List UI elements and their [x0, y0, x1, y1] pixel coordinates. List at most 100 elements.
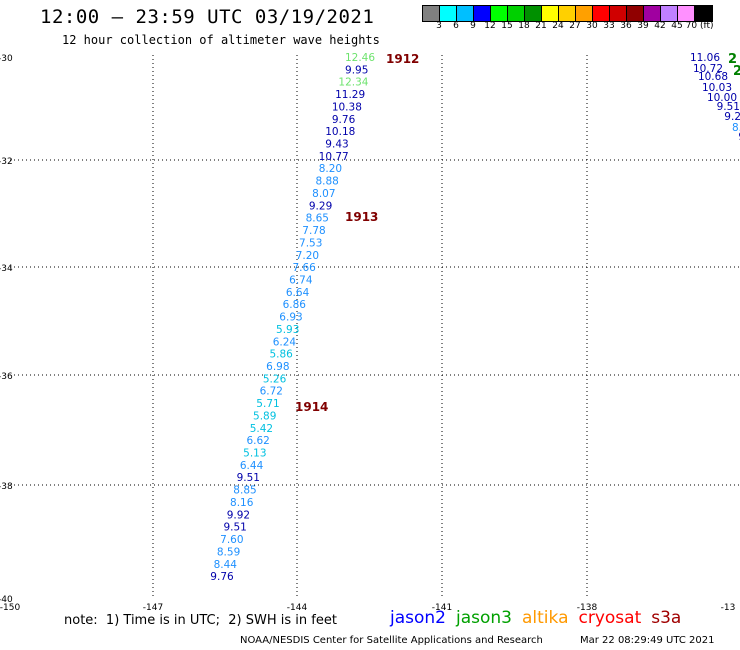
swh-value: 8.20 [319, 163, 342, 175]
lon-tick-label: -144 [287, 603, 308, 613]
pass-time-label: 1914 [295, 400, 328, 414]
legend-swatch [474, 6, 491, 21]
legend-tick-label: 30 [586, 21, 598, 31]
page-subtitle: 12 hour collection of altimeter wave hei… [62, 33, 380, 47]
swh-value: 6.93 [279, 312, 302, 324]
lon-tick-label: -138 [577, 603, 598, 613]
swh-value: 12.46 [345, 52, 375, 64]
swh-value-east: 9 [738, 131, 740, 143]
pass-time-label: 1913 [345, 210, 378, 224]
credit-text: NOAA/NESDIS Center for Satellite Applica… [240, 635, 543, 646]
lon-tick-label: -147 [143, 603, 163, 613]
satellite-legend-item: cryosat [578, 608, 642, 628]
legend-swatch [627, 6, 644, 21]
swh-value: 6.74 [289, 274, 313, 286]
legend-swatch [508, 6, 525, 21]
swh-value-east: 10.03 [702, 82, 732, 94]
swh-value: 7.53 [299, 237, 322, 249]
swh-value-east: 11.06 [690, 52, 720, 64]
east-edge-mark: 2 [733, 64, 740, 79]
lat-tick-label: -38 [0, 482, 13, 492]
legend-tick-label: 9 [470, 21, 476, 31]
legend-tick-label: 18 [518, 21, 530, 31]
swh-value: 6.86 [283, 299, 307, 311]
satellite-legend: jason2 jason3 altika cryosat s3a [390, 608, 691, 628]
swh-value: 5.93 [276, 324, 299, 336]
swh-value: 6.44 [240, 460, 264, 472]
swh-value: 10.77 [319, 151, 349, 163]
east-edge-mark: 2 [728, 52, 737, 67]
swh-value: 9.95 [345, 64, 368, 76]
swh-value: 6.72 [260, 386, 283, 398]
swh-value: 5.89 [253, 410, 276, 422]
swh-observations: 12.469.9512.3411.2910.389.7610.189.4310.… [210, 52, 375, 583]
legend-tick-label: 12 [484, 21, 496, 31]
swh-value: 6.62 [246, 435, 269, 447]
legend-swatch [593, 6, 610, 21]
lat-tick-label: -40 [0, 595, 13, 605]
legend-tick-label: 24 [552, 21, 564, 31]
swh-value: 9.92 [227, 509, 250, 521]
legend-swatch [457, 6, 474, 21]
map-grid [10, 55, 740, 598]
swh-value: 7.78 [302, 225, 325, 237]
swh-value: 5.26 [263, 373, 287, 385]
swh-value: 7.66 [292, 262, 316, 274]
swh-value: 5.42 [250, 423, 273, 435]
legend-tick-label: 6 [453, 21, 459, 31]
legend-swatch [661, 6, 678, 21]
legend-swatch [576, 6, 593, 21]
swh-value: 9.51 [237, 472, 260, 484]
lon-tick-label: -150 [0, 603, 20, 613]
legend-swatch [423, 6, 440, 21]
legend-tick-label: 45 [671, 21, 683, 31]
swh-value: 8.65 [306, 213, 329, 225]
legend-tick-label: 36 [620, 21, 632, 31]
swh-value-east: 10.68 [698, 71, 728, 83]
legend-tick-label: 33 [603, 21, 615, 31]
swh-value: 10.38 [332, 101, 362, 113]
swh-value-east: 9.2 [724, 111, 740, 123]
legend-swatch [678, 6, 695, 21]
lat-tick-label: -30 [0, 54, 13, 64]
legend-tick-label: 70 (ft) [685, 21, 714, 31]
lat-tick-label: -36 [0, 372, 13, 382]
pass-time-label: 1912 [386, 52, 419, 66]
swh-value: 7.20 [296, 250, 319, 262]
lat-tick-label: -32 [0, 157, 13, 167]
legend-swatch [695, 6, 712, 21]
swh-value: 9.43 [325, 139, 348, 151]
swh-value: 6.64 [286, 287, 310, 299]
legend-swatch [644, 6, 661, 21]
swh-value: 10.18 [325, 126, 355, 138]
swh-value: 11.29 [335, 89, 365, 101]
legend-swatch [440, 6, 457, 21]
satellite-legend-item: altika [522, 608, 569, 628]
generated-timestamp: Mar 22 08:29:49 UTC 2021 [580, 635, 715, 646]
swh-value: 5.71 [256, 398, 279, 410]
swh-value: 7.60 [220, 534, 243, 546]
legend-swatch [491, 6, 508, 21]
swh-value: 6.24 [273, 336, 297, 348]
satellite-legend-item: jason3 [456, 608, 512, 628]
legend-tick-label: 21 [535, 21, 547, 31]
legend-swatch [542, 6, 559, 21]
swh-value: 8.44 [214, 559, 238, 571]
swh-value: 8.07 [312, 188, 335, 200]
swh-value: 5.86 [269, 349, 293, 361]
swh-value: 9.29 [309, 200, 332, 212]
legend-tick-label: 27 [569, 21, 581, 31]
lat-tick-label: -34 [0, 264, 13, 274]
units-note: note: 1) Time is in UTC; 2) SWH is in fe… [64, 613, 337, 628]
map-axis-labels: -30 -32 -34 -36 -38 -40-150 -147 -144 -141 -138 -1… [0, 54, 735, 613]
lon-tick-label: -141 [432, 603, 452, 613]
swh-value-east: 10.00 [707, 92, 737, 104]
swh-value: 9.76 [332, 114, 356, 126]
legend-swatch [525, 6, 542, 21]
swh-value: 8.16 [230, 497, 254, 509]
legend-swatch [610, 6, 627, 21]
page-title: 12:00 – 23:59 UTC 03/19/2021 [40, 6, 375, 28]
lon-tick-label: -13 [721, 603, 736, 613]
